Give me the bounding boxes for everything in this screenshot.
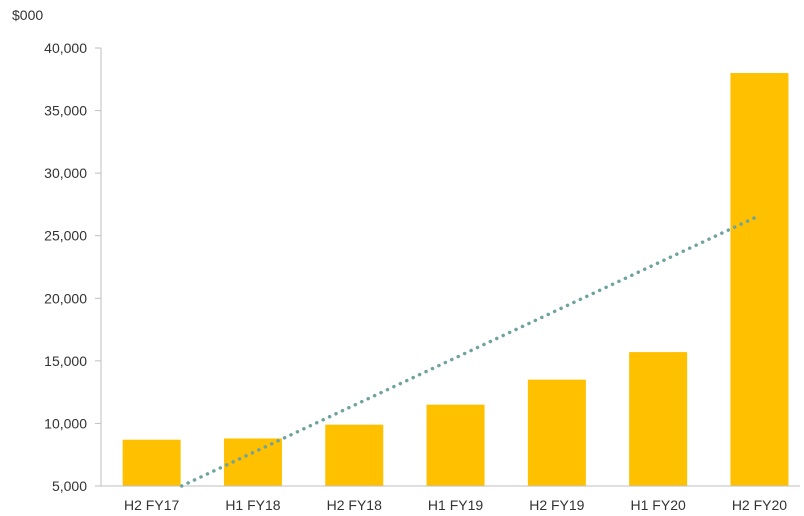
y-tick-label: 40,000 bbox=[44, 40, 87, 56]
x-axis: H2 FY17 H1 FY18 H2 FY18 H1 FY19 H2 FY19 H1 FY… bbox=[101, 485, 800, 513]
x-tick-label: H2 FY19 bbox=[529, 497, 584, 513]
trendline bbox=[179, 215, 759, 488]
bar bbox=[730, 73, 789, 487]
y-tick-label: 30,000 bbox=[44, 165, 87, 181]
bar bbox=[325, 424, 384, 486]
bar bbox=[527, 379, 586, 486]
y-tick-label: 35,000 bbox=[44, 103, 87, 119]
x-tick-label: H1 FY20 bbox=[631, 497, 686, 513]
bar bbox=[629, 352, 688, 486]
x-tick-label: H2 FY20 bbox=[732, 497, 787, 513]
y-axis: 5,000 10,000 15,000 20,000 25,000 30,000 35,00… bbox=[44, 40, 102, 494]
trendline-layer bbox=[179, 215, 759, 488]
y-tick-label: 5,000 bbox=[52, 478, 87, 494]
y-tick-label: 10,000 bbox=[44, 415, 87, 431]
y-tick-label: 25,000 bbox=[44, 228, 87, 244]
y-tick-label: 15,000 bbox=[44, 353, 87, 369]
y-tick-label: 20,000 bbox=[44, 290, 87, 306]
bar bbox=[426, 404, 485, 486]
x-tick-label: H1 FY18 bbox=[225, 497, 280, 513]
x-tick-label: H1 FY19 bbox=[428, 497, 483, 513]
y-axis-unit-label: $000 bbox=[12, 7, 43, 23]
bar bbox=[122, 439, 181, 486]
x-tick-label: H2 FY17 bbox=[124, 497, 179, 513]
bars bbox=[122, 73, 789, 487]
x-tick-label: H2 FY18 bbox=[327, 497, 382, 513]
